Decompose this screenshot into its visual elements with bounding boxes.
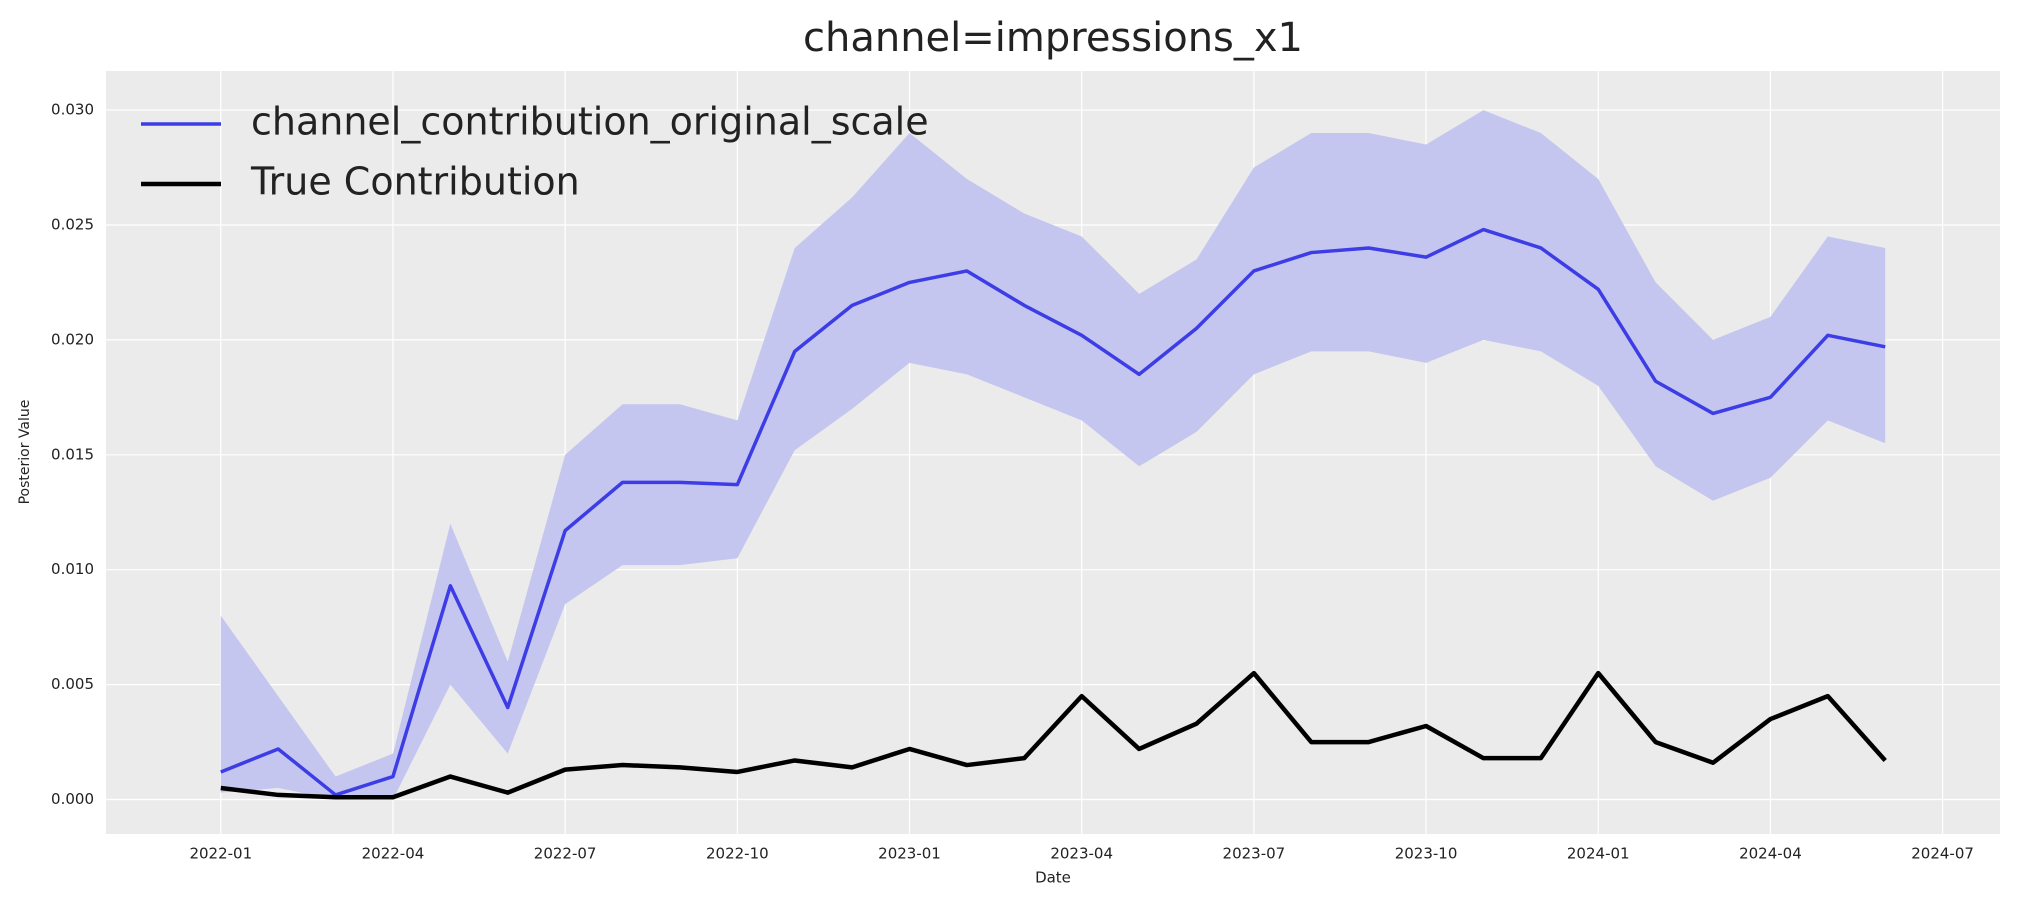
x-tick-label: 2024-07 <box>1911 845 1974 863</box>
x-tick-label: 2023-04 <box>1050 845 1113 863</box>
y-tick-label: 0.010 <box>51 560 94 578</box>
x-axis-label: Date <box>1035 869 1071 887</box>
x-tick-label: 2022-07 <box>534 845 597 863</box>
y-axis-label: Posterior Value <box>17 400 33 505</box>
x-tick-label: 2023-01 <box>878 845 941 863</box>
series-line <box>220 227 1886 797</box>
y-tick-label: 0.000 <box>51 790 94 808</box>
y-tick-label: 0.020 <box>51 330 94 348</box>
y-tick-label: 0.015 <box>51 445 94 463</box>
x-tick-label: 2022-04 <box>362 845 425 863</box>
x-tick-label: 2023-10 <box>1395 845 1458 863</box>
legend-label: channel_contribution_original_scale <box>251 100 929 144</box>
x-tick-label: 2022-01 <box>189 845 252 863</box>
x-tick-label: 2024-04 <box>1739 845 1802 863</box>
legend-label: True Contribution <box>250 160 580 204</box>
credible-band <box>220 110 1886 800</box>
x-tick-label: 2024-01 <box>1567 845 1630 863</box>
y-tick-label: 0.005 <box>51 675 94 693</box>
x-tick-label: 2022-10 <box>706 845 769 863</box>
series-line <box>220 670 1887 800</box>
y-tick-label: 0.030 <box>51 101 94 119</box>
x-tick-label: 2023-07 <box>1223 845 1286 863</box>
y-tick-label: 0.025 <box>51 215 94 233</box>
chart-title: channel=impressions_x1 <box>803 15 1303 61</box>
